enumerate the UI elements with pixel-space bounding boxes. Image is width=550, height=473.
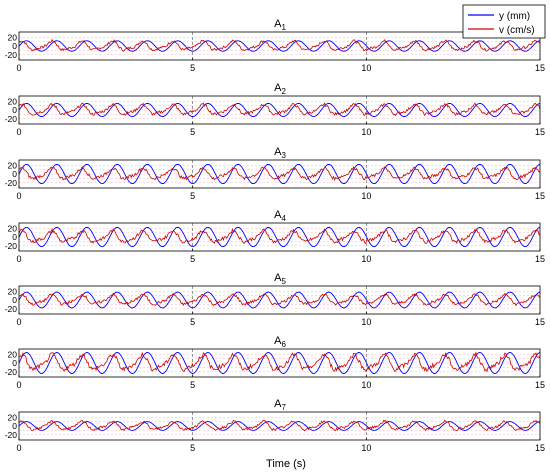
series-v-line (18, 38, 541, 52)
x-tick-label: 5 (190, 317, 195, 327)
y-tick-label: 0 (12, 41, 17, 51)
y-tick-label: 0 (12, 358, 17, 368)
panel-title-subscript: 1 (281, 23, 286, 32)
panel-title-subscript: 5 (281, 277, 286, 286)
x-tick-label: 10 (361, 380, 371, 390)
panel-title-subscript: 2 (281, 87, 286, 96)
x-tick-label: 5 (190, 127, 195, 137)
y-tick-label: -20 (5, 178, 18, 188)
x-tick-label: 10 (361, 127, 371, 137)
plot-frame (18, 159, 541, 189)
y-tick-label: -20 (5, 114, 18, 124)
x-tick-label: 5 (190, 191, 195, 201)
x-tick-label: 0 (16, 63, 21, 73)
x-tick-label: 15 (535, 443, 545, 453)
y-tick-label: 20 (8, 160, 18, 170)
series-v-line (18, 165, 541, 182)
x-tick-label: 0 (16, 443, 21, 453)
y-tick-label: 20 (8, 96, 18, 106)
x-tick-label: 0 (16, 317, 21, 327)
x-tick-label: 5 (190, 443, 195, 453)
x-tick-label: 15 (535, 254, 545, 264)
panel-title-subscript: 6 (281, 340, 286, 349)
x-tick-label: 10 (361, 191, 371, 201)
series-v-line (18, 292, 541, 307)
series-y-line (18, 163, 541, 185)
series-v-line (18, 419, 541, 432)
x-tick-label: 0 (16, 254, 21, 264)
legend-label-v: v (cm/s) (499, 25, 535, 36)
y-tick-label: 20 (8, 349, 18, 359)
y-tick-label: -20 (5, 430, 18, 440)
plot-frame (18, 348, 541, 378)
series-y-line (18, 226, 541, 248)
x-tick-label: 0 (16, 191, 21, 201)
plot-frame (18, 285, 541, 315)
x-tick-label: 10 (361, 254, 371, 264)
x-tick-label: 5 (190, 380, 195, 390)
y-tick-label: -20 (5, 367, 18, 377)
legend: y (mm) v (cm/s) (462, 4, 546, 39)
legend-box (462, 4, 546, 39)
x-tick-label: 15 (535, 127, 545, 137)
legend-label-y: y (mm) (499, 11, 530, 22)
series-v-line (18, 102, 541, 117)
series-v-line (18, 351, 541, 373)
x-tick-label: 15 (535, 317, 545, 327)
plot-frame (18, 31, 541, 61)
panel-title: A4 (274, 209, 286, 223)
plot-frame (18, 95, 541, 125)
plot-frame (18, 411, 541, 441)
y-tick-label: 20 (8, 412, 18, 422)
x-axis-label: Time (s) (266, 458, 306, 470)
y-tick-label: 0 (12, 232, 17, 242)
x-tick-label: 10 (361, 443, 371, 453)
series-y-line (18, 102, 541, 118)
panel-title: A6 (274, 335, 286, 349)
x-tick-label: 15 (535, 191, 545, 201)
panel-title: A7 (274, 398, 286, 412)
y-tick-label: -20 (5, 50, 18, 60)
plot-frame (18, 222, 541, 252)
x-tick-label: 5 (190, 254, 195, 264)
y-tick-label: 20 (8, 32, 18, 42)
x-tick-label: 10 (361, 63, 371, 73)
x-tick-label: 15 (535, 380, 545, 390)
panel-title-subscript: 4 (281, 214, 286, 223)
panel-title-subscript: 7 (281, 403, 286, 412)
y-tick-label: -20 (5, 304, 18, 314)
series-v-line (18, 227, 541, 244)
y-tick-label: 0 (12, 105, 17, 115)
panel-title: A2 (274, 82, 286, 96)
panel-title: A3 (274, 146, 286, 160)
y-tick-label: 0 (12, 169, 17, 179)
x-tick-label: 15 (535, 63, 545, 73)
panel-title-subscript: 3 (281, 151, 286, 160)
y-tick-label: 20 (8, 223, 18, 233)
series-y-line (18, 421, 541, 431)
panel-title: A1 (274, 18, 286, 32)
y-tick-label: 20 (8, 286, 18, 296)
y-tick-label: -20 (5, 241, 18, 251)
x-tick-label: 0 (16, 127, 21, 137)
x-tick-label: 10 (361, 317, 371, 327)
x-tick-label: 0 (16, 380, 21, 390)
x-tick-label: 5 (190, 63, 195, 73)
y-tick-label: 0 (12, 295, 17, 305)
y-tick-label: 0 (12, 421, 17, 431)
series-y-line (18, 352, 541, 374)
panel-title: A5 (274, 272, 286, 286)
series-y-line (18, 291, 541, 309)
